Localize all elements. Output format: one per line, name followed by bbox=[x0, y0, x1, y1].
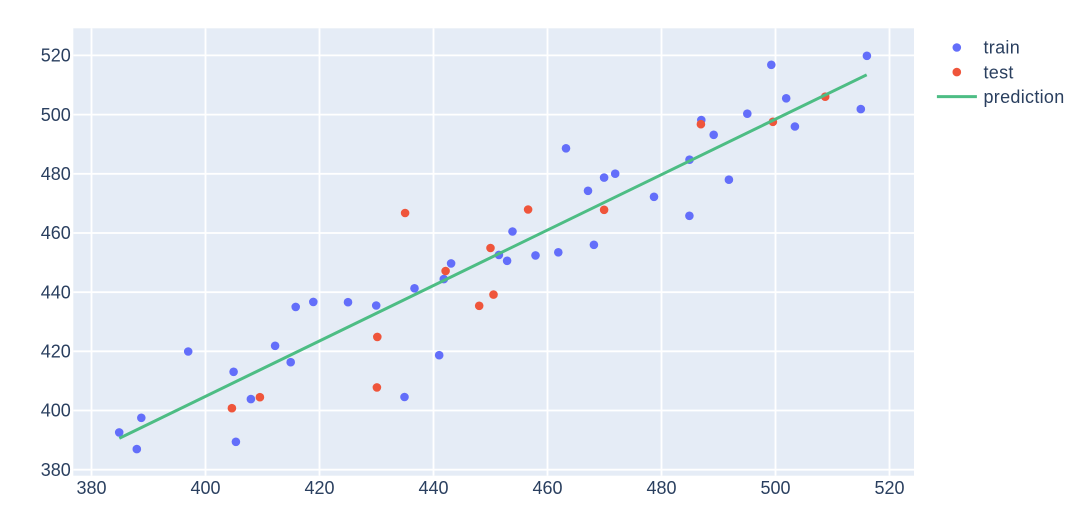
svg-text:440: 440 bbox=[418, 478, 448, 498]
svg-text:460: 460 bbox=[41, 223, 71, 243]
svg-text:400: 400 bbox=[41, 401, 71, 421]
svg-text:test: test bbox=[984, 62, 1014, 82]
svg-text:520: 520 bbox=[874, 478, 904, 498]
svg-text:420: 420 bbox=[304, 478, 334, 498]
svg-text:prediction: prediction bbox=[984, 87, 1065, 107]
svg-text:400: 400 bbox=[190, 478, 220, 498]
svg-text:train: train bbox=[984, 38, 1021, 58]
svg-text:480: 480 bbox=[646, 478, 676, 498]
svg-text:520: 520 bbox=[41, 46, 71, 66]
svg-text:420: 420 bbox=[41, 342, 71, 362]
svg-text:460: 460 bbox=[532, 478, 562, 498]
svg-text:500: 500 bbox=[760, 478, 790, 498]
svg-text:500: 500 bbox=[41, 105, 71, 125]
svg-text:380: 380 bbox=[76, 478, 106, 498]
svg-text:380: 380 bbox=[41, 460, 71, 480]
svg-text:480: 480 bbox=[41, 164, 71, 184]
svg-text:440: 440 bbox=[41, 282, 71, 302]
